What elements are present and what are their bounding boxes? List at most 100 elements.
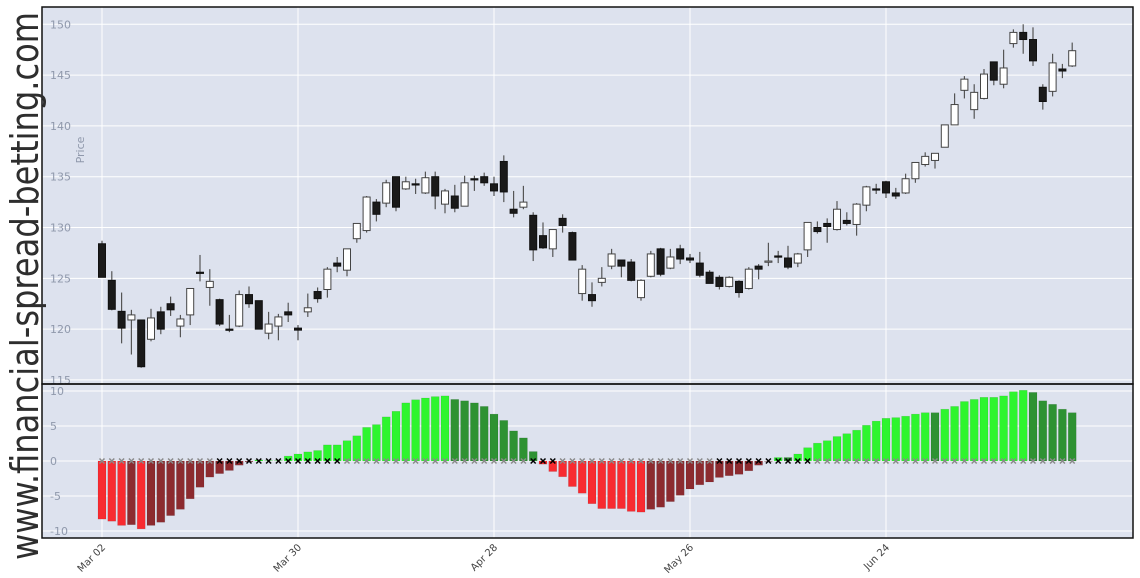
momentum-bar [656, 460, 665, 508]
momentum-bar [352, 435, 362, 462]
candle-body-down [372, 201, 381, 215]
momentum-bar [1018, 389, 1028, 462]
squeeze-marker [128, 457, 135, 465]
squeeze-marker [765, 457, 772, 465]
momentum-bar [832, 436, 842, 462]
squeeze-marker [255, 457, 262, 465]
squeeze-marker-stroke [1010, 457, 1017, 465]
candle-body-down [254, 300, 263, 330]
squeeze-marker-stroke [951, 457, 958, 465]
momentum-bar [528, 451, 538, 462]
squeeze-marker-stroke [726, 457, 733, 465]
candle-body-down [588, 294, 596, 302]
squeeze-marker [451, 457, 458, 465]
squeeze-marker [412, 457, 419, 465]
squeeze-marker-stroke [1039, 457, 1046, 465]
momentum-bar [989, 396, 999, 462]
squeeze-marker [245, 457, 253, 465]
candle [597, 267, 606, 287]
momentum-bar [617, 460, 626, 509]
candle [1009, 29, 1018, 48]
candle-body-up [205, 280, 214, 288]
candle [1029, 27, 1037, 66]
squeeze-marker [324, 457, 331, 465]
momentum-bar [675, 460, 685, 496]
momentum-bar [440, 395, 450, 462]
candle [225, 314, 234, 333]
momentum-tick-label: 0 [50, 455, 57, 468]
candlestick-series [98, 24, 1077, 368]
squeeze-marker-stroke [559, 457, 566, 465]
candle-body-down [480, 176, 489, 184]
candle [627, 259, 636, 282]
squeeze-marker-stroke [667, 457, 674, 465]
momentum-panel-border [41, 383, 1134, 539]
candle-body-down [1058, 68, 1067, 72]
squeeze-marker-stroke [353, 457, 360, 465]
momentum-bar [862, 424, 871, 462]
squeeze-marker [608, 457, 615, 465]
squeeze-marker-stroke [118, 457, 125, 465]
candle-body-up [578, 268, 587, 295]
squeeze-marker [677, 457, 684, 465]
candle-body-up [833, 208, 841, 231]
squeeze-marker-stroke [167, 457, 174, 465]
squeeze-marker [794, 457, 801, 465]
candle-body-down [813, 227, 822, 233]
candle [931, 152, 939, 169]
momentum-bar [960, 401, 969, 462]
candle-body-down [686, 257, 694, 261]
momentum-bar [871, 420, 881, 462]
momentum-bar [724, 460, 734, 476]
squeeze-marker [510, 457, 517, 465]
squeeze-marker [922, 457, 929, 465]
candle [147, 308, 155, 342]
candle [989, 61, 998, 86]
squeeze-marker-stroke [294, 457, 302, 465]
candle-body-down [411, 183, 420, 186]
squeeze-marker [775, 457, 782, 465]
squeeze-marker-stroke [363, 457, 370, 465]
squeeze-marker [657, 457, 664, 465]
squeeze-marker-stroke [706, 457, 713, 465]
squeeze-marker-stroke [618, 457, 625, 465]
squeeze-marker [588, 457, 596, 465]
squeeze-marker-stroke [902, 457, 909, 465]
candle [274, 313, 283, 341]
candle [823, 218, 832, 243]
squeeze-marker-stroke [304, 457, 311, 465]
squeeze-marker-stroke [461, 457, 468, 465]
candle-body-up [264, 323, 273, 334]
squeeze-marker-stroke [588, 457, 596, 465]
momentum-bar [176, 460, 185, 510]
momentum-bar [911, 413, 920, 462]
momentum-bar [313, 450, 322, 462]
squeeze-marker [549, 457, 556, 465]
candle [499, 155, 508, 203]
candle [352, 222, 361, 243]
candle-body-up [911, 161, 920, 180]
squeeze-marker [706, 457, 713, 465]
momentum-bar [470, 402, 479, 462]
squeeze-marker-stroke [980, 457, 988, 465]
candle-body-down [245, 294, 253, 305]
candle-body-up [1068, 50, 1077, 67]
candle-body-down [215, 299, 224, 325]
momentum-bar [979, 396, 989, 462]
candle [107, 271, 116, 311]
price-tick-label: 130 [50, 222, 71, 235]
candle [509, 190, 518, 218]
squeeze-marker [422, 457, 429, 465]
candle-body-up [646, 253, 655, 277]
candle-body-up [901, 178, 910, 194]
candle-body-up [744, 268, 753, 289]
squeeze-marker [726, 457, 733, 465]
candle-body-up [980, 73, 988, 99]
candle [382, 179, 391, 208]
candle-body-down [695, 262, 704, 276]
squeeze-marker [637, 457, 645, 465]
squeeze-marker [392, 457, 400, 465]
squeeze-marker [196, 457, 204, 465]
candle-body-down [989, 61, 998, 81]
squeeze-marker-stroke [441, 457, 449, 465]
